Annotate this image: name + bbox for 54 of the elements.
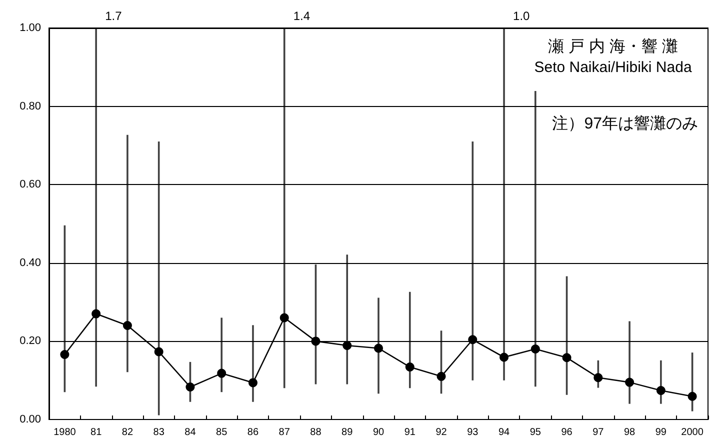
point: [468, 335, 478, 344]
point: [656, 386, 666, 396]
x-tick-label: 92: [436, 427, 448, 438]
point: [280, 313, 289, 322]
point: [217, 368, 226, 378]
y-tick-label: 1.00: [20, 22, 41, 34]
text: 瀬 戸 内 海・響 灘: [548, 38, 678, 56]
y-tick-label: 0.60: [20, 178, 41, 191]
x-tick-label: 83: [153, 427, 165, 438]
y-tick-label: 0.80: [20, 100, 41, 112]
point: [154, 347, 164, 356]
x-tick-label: 91: [404, 427, 416, 438]
x-tick-label: 81: [90, 427, 102, 438]
point: [436, 372, 446, 381]
point: [405, 362, 414, 372]
text: Seto Naikai/Hibiki Nada: [534, 59, 692, 76]
point: [186, 382, 195, 392]
point: [374, 344, 383, 353]
x-tick-label: 94: [498, 427, 510, 438]
point: [530, 344, 540, 354]
x-tick-label: 95: [530, 427, 542, 438]
x-tick-label: 98: [624, 427, 636, 438]
x-tick-label: 88: [310, 427, 322, 438]
point: [594, 373, 603, 382]
point: [92, 309, 101, 318]
x-tick-label: 2000: [681, 427, 704, 438]
y-tick-label: 0.00: [20, 414, 41, 426]
x-tick-label: 89: [342, 427, 354, 438]
x-tick-label: 90: [372, 427, 384, 438]
annotation: 注）97年は響灘のみ: [552, 114, 698, 132]
x-tick-label: 86: [247, 427, 259, 438]
x-tick-label: 82: [122, 427, 134, 438]
point: [625, 378, 634, 387]
point: [342, 341, 352, 350]
x-tick-label: 87: [278, 427, 290, 438]
x-tick-label: 84: [184, 427, 196, 438]
point: [60, 350, 70, 360]
x-tick-label: 93: [467, 427, 479, 438]
point: [562, 353, 572, 362]
x-tick-label: 97: [592, 427, 604, 438]
text: 1.7: [105, 9, 122, 23]
point: [688, 392, 697, 401]
text: 1.4: [293, 9, 310, 23]
x-tick-label: 1980: [54, 427, 76, 438]
x-tick-label: 96: [561, 427, 573, 438]
text: 1.0: [513, 9, 530, 23]
x-tick-label: 85: [216, 427, 228, 438]
y-tick-label: 0.20: [20, 335, 41, 348]
point: [248, 378, 258, 388]
x-tick-label: 99: [655, 427, 667, 438]
y-tick-label: 0.40: [20, 256, 41, 269]
point: [311, 336, 320, 346]
point: [500, 352, 509, 362]
point: [122, 321, 132, 330]
